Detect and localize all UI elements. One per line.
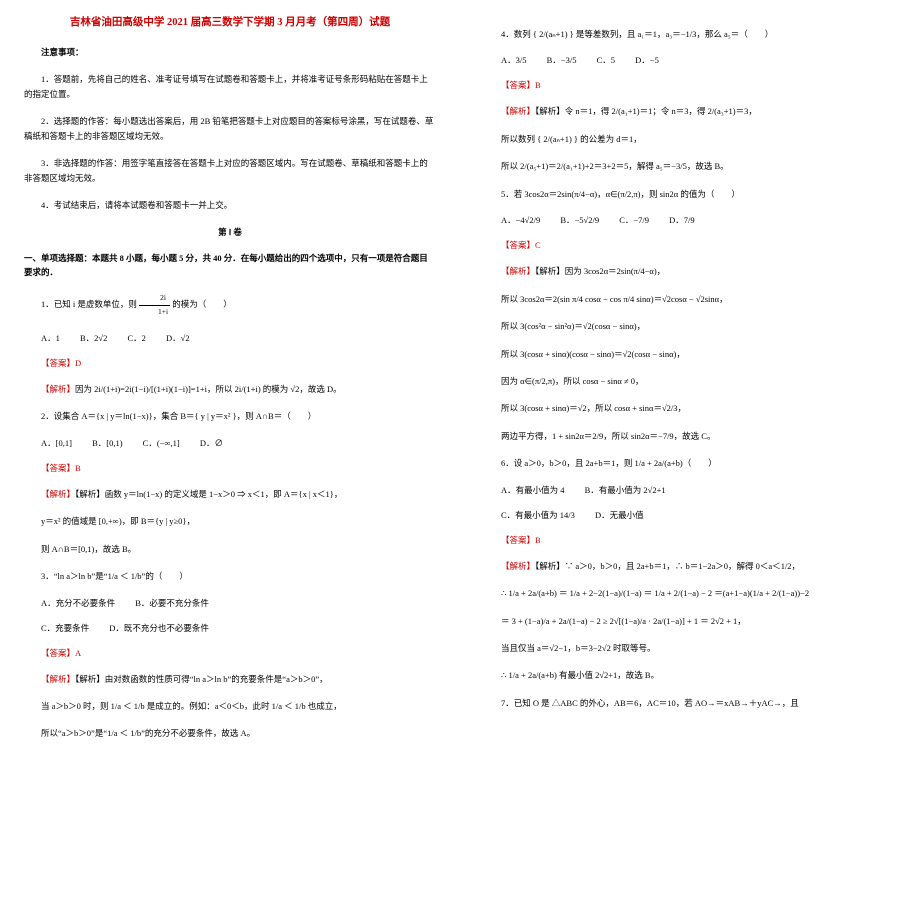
q2-explain3: 则 A∩B＝[0,1)，故选 B。 xyxy=(24,542,436,556)
q4-explain3: 所以 2/(a₅+1)＝2/(a₁+1)+2＝3+2＝5，解得 a₅＝−3/5，… xyxy=(484,159,896,173)
q1-stem: 1．已知 i 是虚数单位，则 2i1+i 的模为（ ） xyxy=(24,292,436,319)
q6-explain3: ＝ 3 + (1−a)/a + 2a/(1−a) − 2 ≥ 2√[(1−a)/… xyxy=(484,614,896,628)
q5-explain3: 所以 3(cos²α − sin²α)＝√2(cosα − sinα)， xyxy=(484,319,896,333)
q6-stem: 6．设 a＞0，b＞0，且 2a+b＝1，则 1/a + 2a/(a+b)（ ） xyxy=(484,456,896,470)
q1-options: A．1 B．2√2 C．2 D．√2 xyxy=(24,332,436,344)
q6-options-row2: C．有最小值为 14/3 D．无最小值 xyxy=(484,509,896,521)
q2-explain2: y＝x² 的值域是 [0,+∞)，即 B＝{y | y≥0}， xyxy=(24,514,436,528)
q6-answer: 【答案】B xyxy=(484,534,896,546)
q1-optB: B．2√2 xyxy=(80,333,107,343)
q3-options-row2: C．充要条件 D．既不充分也不必要条件 xyxy=(24,622,436,634)
q3-optA: A．充分不必要条件 xyxy=(41,598,115,608)
q3-explain1: 【解析】【解析】由对数函数的性质可得“ln a＞ln b”的充要条件是“a＞b＞… xyxy=(24,672,436,686)
q5-optC: C．−7/9 xyxy=(619,215,649,225)
q2-optB: B．[0,1) xyxy=(92,438,122,448)
q4-optA: A．3/5 xyxy=(501,55,527,65)
q2-optA: A．[0,1] xyxy=(41,438,72,448)
q1-stem-pre: 1．已知 i 是虚数单位，则 xyxy=(41,300,139,310)
q1-optA: A．1 xyxy=(41,333,60,343)
q4-options: A．3/5 B．−3/5 C．5 D．−5 xyxy=(484,54,896,66)
q5-optA: A．−4√2/9 xyxy=(501,215,540,225)
q4-optB: B．−3/5 xyxy=(547,55,577,65)
q3-explain2: 当 a＞b＞0 时，则 1/a ＜ 1/b 是成立的。例如：a＜0＜b，此时 1… xyxy=(24,699,436,713)
q1-optC: C．2 xyxy=(127,333,145,343)
q5-explain2: 所以 3cos2α＝2(sin π/4 cosα − cos π/4 sinα)… xyxy=(484,292,896,306)
q2-optD: D．∅ xyxy=(200,438,223,448)
q4-explain1: 【解析】【解析】令 n＝1，得 2/(a₁+1)＝1；令 n＝3，得 2/(a₃… xyxy=(484,104,896,118)
q6-optD: D．无最小值 xyxy=(595,510,644,520)
q5-explain7: 两边平方得，1 + sin2α＝2/9，所以 sin2α＝−7/9，故选 C。 xyxy=(484,429,896,443)
q7-stem: 7．已知 O 是 △ABC 的外心，AB＝6，AC＝10，若 AO→＝xAB→＋… xyxy=(484,696,896,710)
q1-answer: 【答案】D xyxy=(24,357,436,369)
q2-options: A．[0,1] B．[0,1) C．(−∞,1] D．∅ xyxy=(24,437,436,449)
q6-optC: C．有最小值为 14/3 xyxy=(501,510,575,520)
q5-options: A．−4√2/9 B．−5√2/9 C．−7/9 D．7/9 xyxy=(484,214,896,226)
q6-optA: A．有最小值为 4 xyxy=(501,485,565,495)
right-column: 4．数列 { 2/(aₙ+1) } 是等差数列，且 a₁＝1，a₃＝−1/3，那… xyxy=(460,0,920,920)
q6-optB: B．有最小值为 2√2+1 xyxy=(585,485,666,495)
exam-title: 吉林省油田高级中学 2021 届高三数学下学期 3 月月考（第四周）试题 xyxy=(24,14,436,29)
section-one-header: 一、单项选择题：本题共 8 小题，每小题 5 分，共 40 分．在每小题给出的四… xyxy=(24,251,436,280)
part-label: 第 Ⅰ 卷 xyxy=(24,226,436,238)
notice-header: 注意事项： xyxy=(24,45,436,59)
q6-explain2: ∴ 1/a + 2a/(a+b) ＝ 1/a + 2−2(1−a)/(1−a) … xyxy=(484,586,896,600)
q2-explain1: 【解析】【解析】函数 y＝ln(1−x) 的定义域是 1−x＞0 ⇒ x＜1，即… xyxy=(24,487,436,501)
notice-4: 4．考试结束后，请将本试题卷和答题卡一并上交。 xyxy=(24,198,436,212)
q5-optB: B．−5√2/9 xyxy=(560,215,599,225)
q5-answer: 【答案】C xyxy=(484,239,896,251)
q5-explain6: 所以 3(cosα + sinα)＝√2，所以 cosα + sinα＝√2/3… xyxy=(484,401,896,415)
q3-optB: B．必要不充分条件 xyxy=(135,598,209,608)
q1-frac: 2i1+i xyxy=(139,292,170,319)
q4-optD: D．−5 xyxy=(635,55,659,65)
notice-2: 2．选择题的作答：每小题选出答案后，用 2B 铅笔把答题卡上对应题目的答案标号涂… xyxy=(24,114,436,143)
q5-explain5: 因为 α∈(π/2,π)，所以 cosα − sinα ≠ 0， xyxy=(484,374,896,388)
q6-explain1: 【解析】【解析】∵ a＞0，b＞0，且 2a+b＝1，∴ b＝1−2a＞0，解得… xyxy=(484,559,896,573)
notice-1: 1．答题前，先将自己的姓名、准考证号填写在试题卷和答题卡上，并将准考证号条形码粘… xyxy=(24,72,436,101)
q3-options-row1: A．充分不必要条件 B．必要不充分条件 xyxy=(24,597,436,609)
q3-stem: 3．“ln a＞ln b”是“1/a ＜ 1/b”的（ ） xyxy=(24,569,436,583)
q5-explain1: 【解析】【解析】因为 3cos2α＝2sin(π/4−α)， xyxy=(484,264,896,278)
q3-optC: C．充要条件 xyxy=(41,623,89,633)
q3-explain3: 所以“a＞b＞0”是“1/a ＜ 1/b”的充分不必要条件，故选 A。 xyxy=(24,726,436,740)
q3-optD: D．既不充分也不必要条件 xyxy=(109,623,209,633)
left-column: 吉林省油田高级中学 2021 届高三数学下学期 3 月月考（第四周）试题 注意事… xyxy=(0,0,460,920)
notice-3: 3．非选择题的作答：用签字笔直接答在答题卡上对应的答题区域内。写在试题卷、草稿纸… xyxy=(24,156,436,185)
q1-stem-post: 的模为（ ） xyxy=(170,300,232,310)
q4-stem: 4．数列 { 2/(aₙ+1) } 是等差数列，且 a₁＝1，a₃＝−1/3，那… xyxy=(484,27,896,41)
q6-explain4: 当且仅当 a＝√2−1，b＝3−2√2 时取等号。 xyxy=(484,641,896,655)
q2-answer: 【答案】B xyxy=(24,462,436,474)
q6-options-row1: A．有最小值为 4 B．有最小值为 2√2+1 xyxy=(484,484,896,496)
q5-optD: D．7/9 xyxy=(669,215,695,225)
q2-stem: 2．设集合 A＝{x | y＝ln(1−x)}，集合 B＝{ y | y＝x² … xyxy=(24,409,436,423)
q4-answer: 【答案】B xyxy=(484,79,896,91)
q1-optD: D．√2 xyxy=(166,333,190,343)
q6-explain5: ∴ 1/a + 2a/(a+b) 有最小值 2√2+1，故选 B。 xyxy=(484,668,896,682)
q1-explain: 【解析】因为 2i/(1+i)=2i(1−i)/[(1+i)(1−i)]=1+i… xyxy=(24,382,436,396)
q5-stem: 5．若 3cos2α＝2sin(π/4−α)，α∈(π/2,π)，则 sin2α… xyxy=(484,187,896,201)
q4-optC: C．5 xyxy=(597,55,615,65)
q5-explain4: 所以 3(cosα + sinα)(cosα − sinα)＝√2(cosα −… xyxy=(484,347,896,361)
q2-optC: C．(−∞,1] xyxy=(143,438,180,448)
q3-answer: 【答案】A xyxy=(24,647,436,659)
q4-explain2: 所以数列 { 2/(aₙ+1) } 的公差为 d＝1， xyxy=(484,132,896,146)
